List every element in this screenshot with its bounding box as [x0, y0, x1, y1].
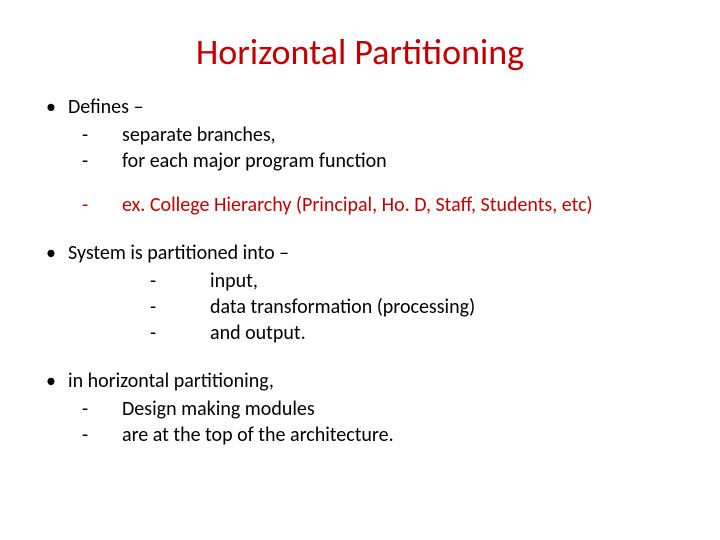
sub-text: Design making modules — [122, 396, 315, 422]
bullet-text: in horizontal partitioning, — [68, 368, 274, 394]
sub-item: - Design making modules — [82, 396, 680, 422]
sub-text: ex. College Hierarchy (Principal, Ho. D,… — [122, 192, 593, 218]
bullet-marker: • — [40, 368, 68, 394]
sub-item: - data transformation (processing) — [150, 294, 680, 320]
sub-marker: - — [150, 320, 210, 346]
sub-item: - separate branches, — [82, 122, 680, 148]
sub-marker: - — [82, 422, 122, 448]
sub-marker: - — [82, 396, 122, 422]
bullet-marker: • — [40, 240, 68, 266]
sub-text: data transformation (processing) — [210, 294, 475, 320]
sub-text: and output. — [210, 320, 306, 346]
slide: Horizontal Partitioning • Defines – - se… — [0, 0, 720, 540]
bullet-text: Defines – — [68, 94, 143, 120]
sub-marker: - — [82, 192, 122, 218]
sub-text: separate branches, — [122, 122, 276, 148]
bullet-item: • Defines – — [40, 94, 680, 120]
sub-marker: - — [82, 122, 122, 148]
bullet-item: • System is partitioned into – — [40, 240, 680, 266]
sub-item: - input, — [150, 268, 680, 294]
bullet-item: • in horizontal partitioning, — [40, 368, 680, 394]
sub-text: input, — [210, 268, 258, 294]
sub-text: are at the top of the architecture. — [122, 422, 394, 448]
sub-marker: - — [150, 268, 210, 294]
sub-marker: - — [82, 148, 122, 174]
sub-text: for each major program function — [122, 148, 387, 174]
slide-title: Horizontal Partitioning — [40, 30, 680, 74]
sub-marker: - — [150, 294, 210, 320]
bullet-marker: • — [40, 94, 68, 120]
bullet-text: System is partitioned into – — [68, 240, 289, 266]
sub-item-highlight: - ex. College Hierarchy (Principal, Ho. … — [82, 192, 680, 218]
sub-item: - are at the top of the architecture. — [82, 422, 680, 448]
sub-item: - for each major program function — [82, 148, 680, 174]
sub-item: - and output. — [150, 320, 680, 346]
